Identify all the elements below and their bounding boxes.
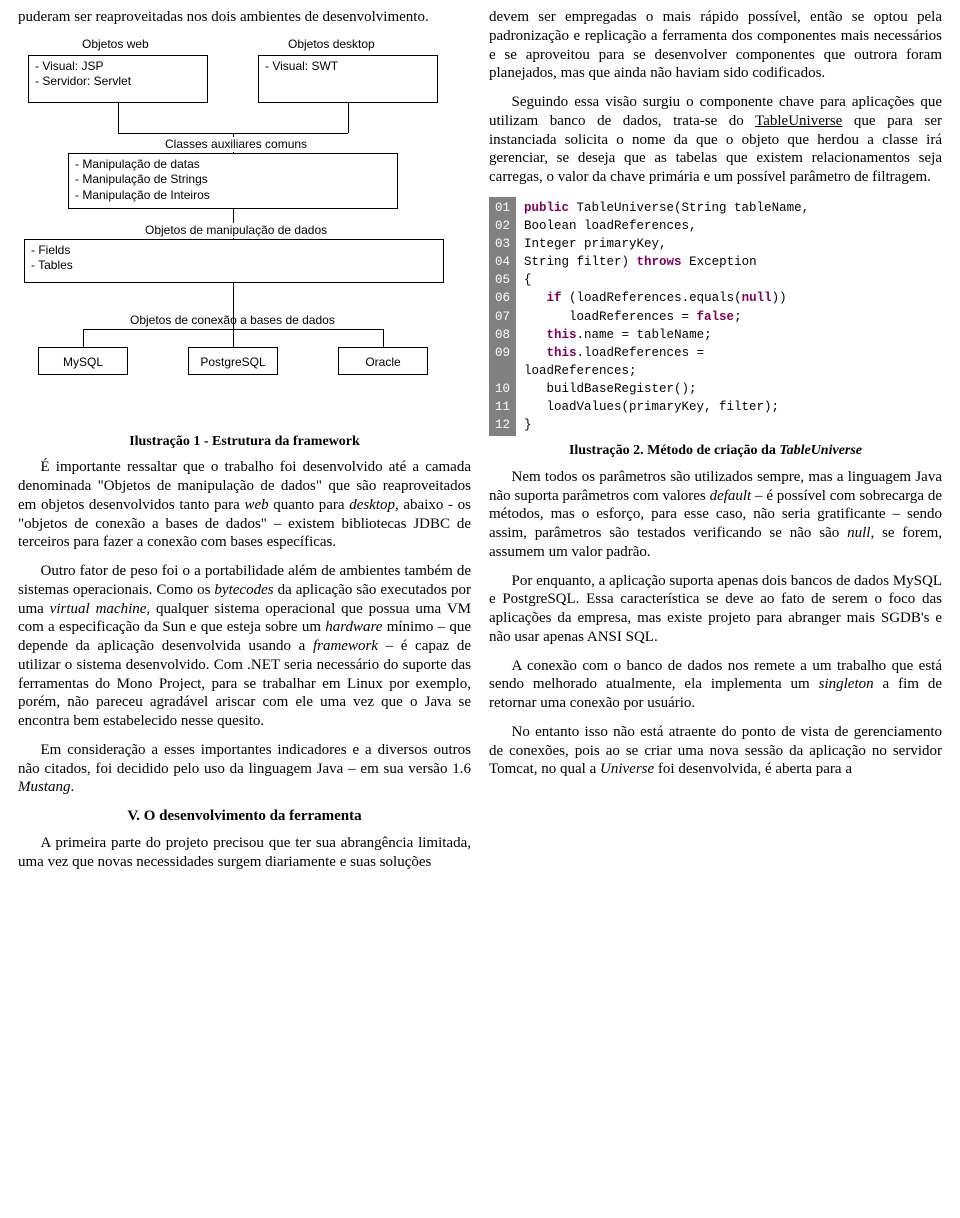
two-column-layout: puderam ser reaproveitadas nos dois ambi… (18, 8, 942, 881)
diagram-db-postgres: PostgreSQL (188, 347, 278, 375)
italic-mustang: Mustang (18, 779, 71, 795)
left-paragraph-top: puderam ser reaproveitadas nos dois ambi… (18, 8, 471, 27)
underline-tableuniverse: TableUniverse (755, 113, 842, 129)
left-paragraph-3: Outro fator de peso foi o a portabilidad… (18, 562, 471, 731)
text-run: foi desenvolvida, é aberta para a (654, 761, 852, 777)
diagram-connector (233, 329, 234, 347)
diagram-db-oracle: Oracle (338, 347, 428, 375)
diagram-label-manip: Objetos de manipulação de dados (143, 223, 329, 238)
diagram-box-desktop: - Visual: SWT (258, 55, 438, 103)
italic-hardware: hardware (325, 619, 382, 635)
section-heading-v: V. O desenvolvimento da ferramenta (18, 807, 471, 826)
diagram-box-aux: - Manipulação de datas- Manipulação de S… (68, 153, 398, 209)
diagram-connector (233, 313, 234, 329)
text-run: Ilustração 2. Método de criação da (569, 443, 779, 458)
text-run: . (71, 779, 75, 795)
italic-tableuniverse: TableUniverse (779, 443, 862, 458)
italic-singleton: singleton (819, 676, 874, 692)
italic-web: web (244, 497, 268, 513)
figure-1-caption: Ilustração 1 - Estrutura da framework (18, 433, 471, 451)
code-body: public TableUniverse(String tableName, B… (516, 197, 942, 437)
diagram-label-desktop: Objetos desktop (286, 37, 377, 52)
left-paragraph-5: A primeira parte do projeto precisou que… (18, 834, 471, 872)
framework-diagram: Objetos web Objetos desktop - Visual: JS… (18, 37, 458, 427)
right-column: devem ser empregadas o mais rápido possí… (489, 8, 942, 881)
italic-vm: virtual machine (50, 601, 147, 617)
text-run: quanto para (269, 497, 350, 513)
diagram-label-aux: Classes auxiliares comuns (163, 137, 309, 152)
left-column: puderam ser reaproveitadas nos dois ambi… (18, 8, 471, 881)
code-listing: 01 02 03 04 05 06 07 08 09 10 11 12 publ… (489, 197, 942, 437)
diagram-connector (118, 103, 119, 133)
italic-framework: framework (313, 638, 378, 654)
right-paragraph-2: Seguindo essa visão surgiu o componente … (489, 93, 942, 187)
italic-null: null (847, 525, 870, 541)
code-gutter: 01 02 03 04 05 06 07 08 09 10 11 12 (489, 197, 516, 437)
diagram-box-web: - Visual: JSP- Servidor: Servlet (28, 55, 208, 103)
diagram-connector (348, 103, 349, 133)
right-paragraph-1: devem ser empregadas o mais rápido possí… (489, 8, 942, 83)
diagram-label-web: Objetos web (80, 37, 151, 52)
italic-universe: Universe (600, 761, 654, 777)
right-paragraph-3: Nem todos os parâmetros são utilizados s… (489, 468, 942, 562)
diagram-connector (383, 329, 384, 347)
text-run: Em consideração a esses importantes indi… (18, 742, 471, 777)
diagram-box-manip: - Fields- Tables (24, 239, 444, 283)
italic-desktop: desktop (349, 497, 395, 513)
italic-default: default (710, 488, 752, 504)
right-paragraph-6: No entanto isso não está atraente do pon… (489, 723, 942, 779)
left-paragraph-2: É importante ressaltar que o trabalho fo… (18, 458, 471, 552)
diagram-connector (83, 329, 84, 347)
right-paragraph-4: Por enquanto, a aplicação suporta apenas… (489, 572, 942, 647)
figure-2-caption: Ilustração 2. Método de criação da Table… (489, 442, 942, 460)
left-paragraph-4: Em consideração a esses importantes indi… (18, 741, 471, 797)
italic-bytecodes: bytecodes (214, 582, 273, 598)
right-paragraph-5: A conexão com o banco de dados nos remet… (489, 657, 942, 713)
diagram-connector (233, 283, 234, 313)
diagram-db-mysql: MySQL (38, 347, 128, 375)
